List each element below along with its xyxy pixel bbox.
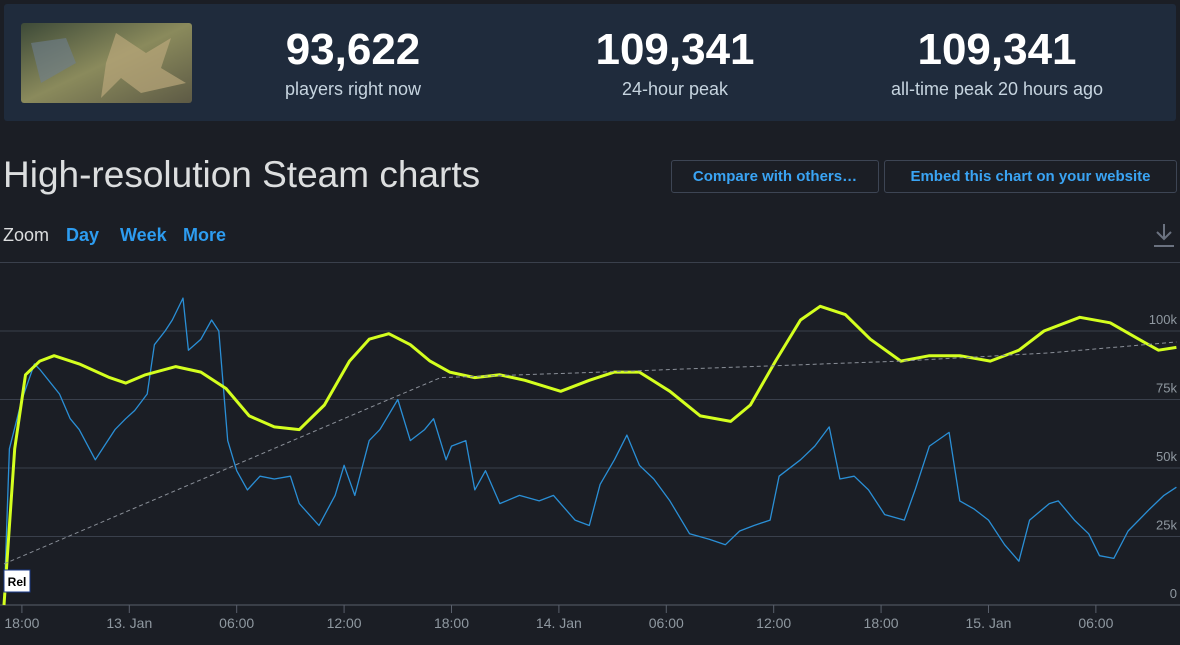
stat-value: 93,622	[285, 25, 421, 74]
x-tick-label: 14. Jan	[536, 615, 582, 631]
zoom-option[interactable]: Week	[120, 225, 167, 245]
x-tick-label: 06:00	[219, 615, 254, 631]
axes: 0 25k 50k 75k 100k 18:00 13. Jan 06:00 12:00 18:0…	[3, 312, 1178, 631]
x-tick-label: 06:00	[649, 615, 684, 631]
x-tick-label: 18:00	[4, 615, 39, 631]
lines	[2, 297, 1177, 606]
stat-value: 109,341	[595, 25, 755, 74]
y-tick-label: 100k	[1149, 312, 1178, 327]
series-line	[2, 304, 1177, 606]
download-button[interactable]	[1152, 222, 1176, 248]
x-tick-label: 12:00	[756, 615, 791, 631]
stat: 93,622 players right now	[193, 25, 513, 101]
stat-label: players right now	[284, 79, 422, 99]
x-tick-label: 13. Jan	[106, 615, 152, 631]
x-tick-label: 06:00	[1078, 615, 1113, 631]
y-tick-label: 50k	[1156, 449, 1177, 464]
series-line	[3, 297, 1177, 606]
annotation-label: Rel	[8, 575, 27, 589]
thumbnail-art	[21, 23, 192, 103]
grid	[0, 330, 1180, 606]
stat-label: all-time peak 20 hours ago	[890, 79, 1104, 99]
series-line	[3, 341, 1177, 565]
zoom-option[interactable]: Day	[66, 225, 100, 245]
stat-value: 109,341	[917, 25, 1077, 74]
zoom-option[interactable]: More	[183, 225, 227, 245]
stat-label: 24-hour peak	[621, 79, 729, 99]
annotation-box	[3, 569, 31, 593]
annotation: Rel	[3, 569, 31, 593]
stat: 109,341 24-hour peak	[515, 25, 835, 101]
stats-panel	[4, 4, 1176, 121]
x-tick-label: 18:00	[434, 615, 469, 631]
x-tick-label: 18:00	[864, 615, 899, 631]
y-tick-label: 25k	[1156, 518, 1177, 533]
game-thumbnail	[21, 23, 192, 103]
zoom-label: Zoom	[3, 225, 50, 245]
compare-button[interactable]: Compare with others…	[671, 160, 879, 193]
y-tick-label: 0	[1170, 586, 1177, 601]
y-tick-label: 75k	[1156, 381, 1177, 396]
embed-button[interactable]: Embed this chart on your website	[884, 160, 1177, 193]
stat: 109,341 all-time peak 20 hours ago	[837, 25, 1157, 101]
page-title: High-resolution Steam charts	[3, 154, 481, 195]
x-tick-label: 12:00	[327, 615, 362, 631]
x-tick-label: 15. Jan	[966, 615, 1012, 631]
